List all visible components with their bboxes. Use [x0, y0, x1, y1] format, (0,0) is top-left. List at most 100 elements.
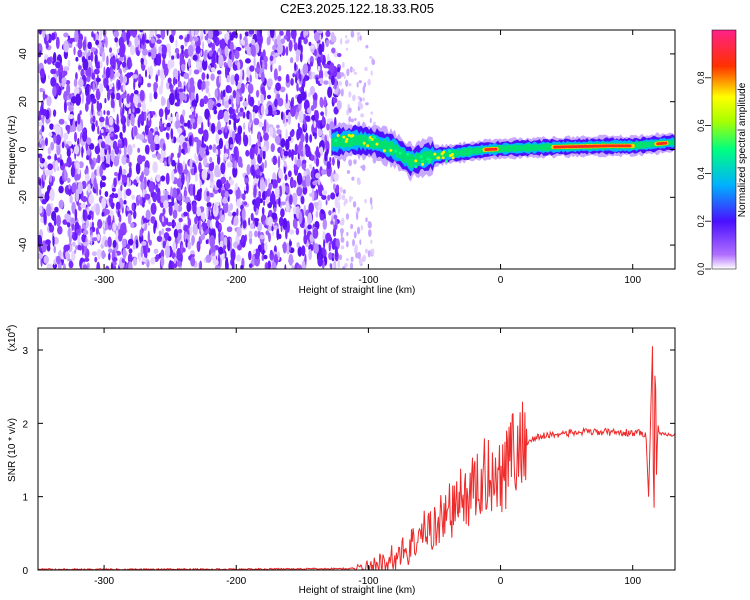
noise-blob	[145, 209, 151, 220]
noise-blob	[150, 37, 156, 44]
noise-blob	[45, 117, 51, 124]
noise-blob	[112, 65, 115, 70]
noise-blob	[287, 136, 292, 142]
noise-blob	[301, 245, 306, 257]
noise-blob	[178, 217, 183, 223]
ridge-hot-red	[664, 141, 668, 145]
noise-blob	[172, 136, 177, 144]
noise-blob	[282, 241, 287, 254]
noise-blob	[218, 54, 224, 68]
noise-blob	[169, 201, 175, 207]
noise-blob	[141, 42, 147, 50]
noise-blob	[176, 52, 180, 59]
sparse-noise-blob	[350, 256, 354, 262]
noise-blob	[87, 183, 91, 194]
noise-blob	[163, 199, 169, 209]
noise-blob	[332, 97, 338, 104]
noise-blob	[126, 93, 131, 105]
noise-blob	[105, 124, 109, 129]
noise-blob	[308, 248, 312, 261]
noise-blob	[141, 257, 147, 262]
noise-blob	[110, 149, 115, 162]
noise-blob	[56, 145, 61, 156]
sparse-noise-blob	[353, 231, 357, 239]
noise-blob	[277, 42, 283, 55]
noise-blob	[188, 135, 193, 147]
noise-blob	[231, 259, 235, 269]
noise-blob	[104, 239, 109, 248]
noise-blob	[48, 146, 52, 154]
noise-blob	[328, 78, 332, 88]
noise-blob	[205, 30, 209, 34]
noise-blob	[128, 161, 132, 168]
noise-blob	[298, 110, 304, 123]
sparse-noise-blob	[352, 201, 357, 208]
noise-blob	[90, 47, 96, 52]
noise-blob	[336, 100, 342, 110]
noise-blob	[206, 228, 210, 234]
noise-blob	[222, 201, 229, 214]
noise-blob	[290, 77, 294, 86]
x-tick-label: -100	[358, 275, 378, 286]
noise-blob	[266, 188, 271, 197]
ridge-spot	[433, 152, 437, 156]
sparse-noise-blob	[341, 61, 345, 68]
colorbar-tick-label: 0.8	[696, 72, 706, 85]
noise-blob	[71, 182, 77, 194]
noise-blob	[258, 133, 261, 145]
noise-blob	[326, 148, 329, 155]
noise-blob	[317, 178, 321, 186]
noise-blob	[278, 64, 282, 72]
noise-blob	[240, 265, 244, 269]
noise-blob	[242, 111, 246, 119]
noise-blob	[176, 193, 183, 201]
noise-blob	[126, 206, 130, 212]
noise-blob	[68, 183, 71, 190]
noise-blob	[275, 82, 281, 92]
ridge-spot	[389, 148, 393, 152]
noise-blob	[106, 153, 111, 165]
sparse-noise-blob	[371, 248, 375, 256]
noise-blob	[59, 159, 64, 167]
noise-blob	[329, 157, 332, 163]
noise-blob	[116, 113, 119, 127]
noise-blob	[295, 112, 298, 120]
snr-y-label: SNR (10 * v/v)	[7, 418, 18, 482]
noise-blob	[218, 246, 224, 255]
noise-blob	[89, 157, 93, 166]
noise-blob	[49, 188, 55, 202]
noise-blob	[120, 184, 123, 192]
noise-blob	[253, 230, 258, 238]
noise-blob	[112, 256, 118, 262]
noise-blob	[252, 104, 259, 111]
noise-blob	[323, 80, 329, 85]
noise-blob	[138, 81, 141, 89]
noise-blob	[50, 68, 56, 75]
noise-blob	[183, 81, 186, 87]
noise-blob	[163, 63, 169, 77]
noise-blob	[236, 226, 242, 237]
noise-blob	[212, 144, 217, 153]
noise-blob	[47, 74, 50, 80]
noise-blob	[236, 108, 239, 114]
noise-blob	[288, 253, 294, 266]
noise-blob	[309, 85, 316, 96]
noise-blob	[308, 41, 312, 47]
noise-blob	[46, 95, 52, 107]
sparse-noise-blob	[359, 239, 362, 245]
noise-blob	[300, 133, 305, 143]
noise-blob	[118, 148, 122, 155]
noise-blob	[243, 122, 246, 131]
noise-blob	[63, 132, 69, 141]
noise-blob	[267, 177, 270, 184]
noise-blob	[232, 89, 237, 99]
noise-blob	[287, 111, 291, 125]
noise-blob	[191, 234, 195, 247]
y-tick-label: 3	[22, 346, 28, 357]
noise-blob	[123, 145, 127, 158]
noise-blob	[296, 186, 303, 197]
noise-blob	[178, 88, 184, 93]
noise-blob	[204, 35, 209, 41]
noise-blob	[119, 45, 125, 59]
noise-blob	[181, 148, 185, 154]
